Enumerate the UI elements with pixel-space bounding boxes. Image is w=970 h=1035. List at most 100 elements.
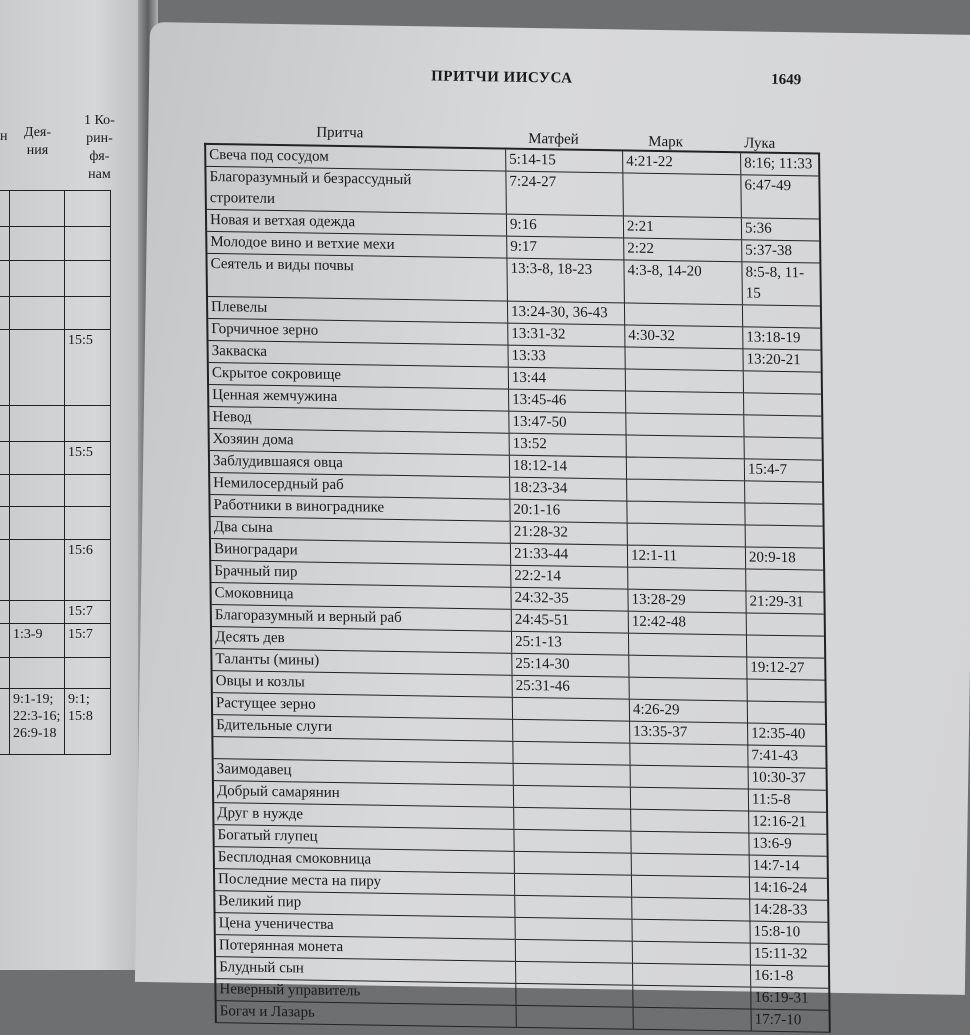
mark-ref	[631, 809, 750, 833]
matthew-ref: 25:31-46	[512, 675, 630, 699]
left-table-cell	[10, 406, 65, 441]
luke-ref	[746, 569, 823, 591]
matthew-ref: 13:31-32	[508, 323, 626, 347]
matthew-ref	[516, 961, 634, 985]
luke-ref: 13:6-9	[752, 835, 792, 853]
left-table-cell	[10, 297, 65, 329]
matthew-ref: 13:24-30, 36-43	[507, 301, 626, 325]
matthew-ref: 13:52	[509, 433, 627, 457]
mark-ref	[631, 831, 750, 855]
left-table-row: 1:3-9 15:7	[0, 624, 110, 658]
left-table-cell: 15:7	[68, 604, 93, 619]
left-table-cell: 15:6	[68, 543, 93, 558]
luke-ref	[744, 371, 821, 393]
luke-ref	[743, 305, 820, 327]
left-table-cell	[10, 540, 65, 600]
matthew-ref: 21:33-44	[510, 543, 629, 567]
left-table-cell	[10, 442, 65, 474]
left-table-cell	[0, 261, 10, 296]
matthew-ref: 18:23-34	[510, 477, 628, 501]
left-table-cell	[10, 475, 65, 506]
matthew-ref: 7:24-27	[506, 171, 624, 216]
matthew-ref: 25:1-13	[511, 631, 630, 655]
mark-ref	[629, 677, 748, 701]
left-table-cell: 15:5	[68, 445, 93, 460]
mark-ref: 4:30-32	[625, 325, 744, 349]
right-page: ПРИТЧИ ИИСУСА 1649 Притча Матфей Марк Лу…	[134, 22, 970, 1033]
matthew-ref	[516, 983, 634, 1007]
luke-ref: 21:29-31	[749, 593, 804, 611]
left-table-row	[0, 658, 110, 689]
left-table-cell	[65, 297, 110, 329]
matthew-ref: 18:12-14	[509, 455, 628, 479]
left-table-cell	[10, 261, 65, 296]
luke-ref: 15:11-32	[753, 945, 808, 963]
luke-ref: 6:47-49	[744, 177, 792, 195]
mark-ref: 4:26-29	[629, 699, 749, 723]
matthew-ref: 13:33	[508, 345, 626, 369]
left-col-header-1: Дея- ния	[24, 125, 52, 158]
luke-ref: 8:5-8, 11-15	[745, 264, 805, 302]
luke-ref: 16:1-8	[754, 967, 794, 985]
left-table-cell	[0, 658, 10, 688]
mark-ref	[631, 853, 750, 877]
mark-ref	[629, 655, 748, 679]
parable-name: Благоразумный и безрассудный строители	[206, 166, 507, 214]
mark-ref	[626, 457, 746, 481]
left-table-cell	[10, 191, 65, 226]
left-col-header-0: н	[0, 129, 8, 144]
luke-ref: 13:20-21	[746, 351, 801, 369]
mark-ref: 13:28-29	[628, 589, 747, 613]
luke-ref	[745, 437, 822, 459]
column-header-matthew: Матфей	[528, 130, 579, 148]
mark-ref	[630, 787, 750, 811]
matthew-ref: 25:14-30	[512, 653, 630, 677]
mark-ref: 4:21-22	[623, 151, 742, 175]
luke-ref	[747, 635, 824, 657]
luke-ref: 5:36	[744, 220, 772, 237]
matthew-ref	[513, 785, 632, 809]
mark-ref: 2:21	[623, 216, 743, 240]
matthew-ref	[514, 807, 632, 831]
luke-ref	[747, 679, 824, 701]
left-table-cell: 18	[0, 227, 10, 260]
mark-ref	[631, 875, 751, 899]
left-table-row: 9:1-19; 22:3-16; 26:9-18 9:1; 15:8	[0, 689, 110, 755]
luke-ref	[747, 613, 824, 635]
matthew-ref	[516, 1005, 634, 1029]
luke-ref: 12:16-21	[752, 813, 807, 831]
left-table-cell: 10	[0, 191, 10, 226]
left-table-cell: 9:1-19; 22:3-16; 26:9-18	[10, 689, 65, 754]
mark-ref	[633, 963, 752, 987]
left-page-table: 101815:5253115:5515:615:71:3-915:79:1-19…	[0, 190, 111, 755]
left-table-cell	[65, 227, 110, 260]
left-table-cell	[10, 227, 65, 260]
mark-ref	[623, 173, 742, 218]
matthew-ref	[515, 939, 633, 963]
page-title: ПРИТЧИ ИИСУСА	[431, 68, 573, 87]
matthew-ref	[513, 763, 631, 787]
luke-ref: 17:7-10	[754, 1011, 802, 1029]
matthew-ref: 13:45-46	[509, 389, 627, 413]
left-table-cell	[0, 689, 10, 754]
left-table-cell: 5	[0, 475, 10, 506]
luke-ref: 5:37-38	[745, 242, 793, 260]
luke-ref: 8:16; 11:33	[744, 155, 813, 173]
mark-ref	[632, 941, 751, 965]
mark-ref	[627, 479, 746, 503]
luke-ref: 20:9-18	[748, 549, 796, 567]
mark-ref	[626, 391, 745, 415]
left-table-cell	[65, 406, 110, 441]
matthew-ref: 9:17	[507, 236, 625, 260]
left-table-row: 15:7	[0, 601, 110, 624]
mark-ref	[632, 897, 751, 921]
matthew-ref	[514, 829, 632, 853]
luke-ref	[744, 393, 821, 415]
matthew-ref: 9:16	[506, 214, 625, 238]
parables-table: Свеча под сосудом 5:14-15 4:21-22 8:16; 11:…	[204, 142, 831, 1033]
mark-ref	[633, 985, 752, 1009]
mark-ref	[630, 743, 749, 767]
luke-ref: 12:35-40	[751, 725, 806, 743]
left-table-cell: 1:3-9	[10, 624, 65, 657]
left-table-cell	[10, 507, 65, 539]
